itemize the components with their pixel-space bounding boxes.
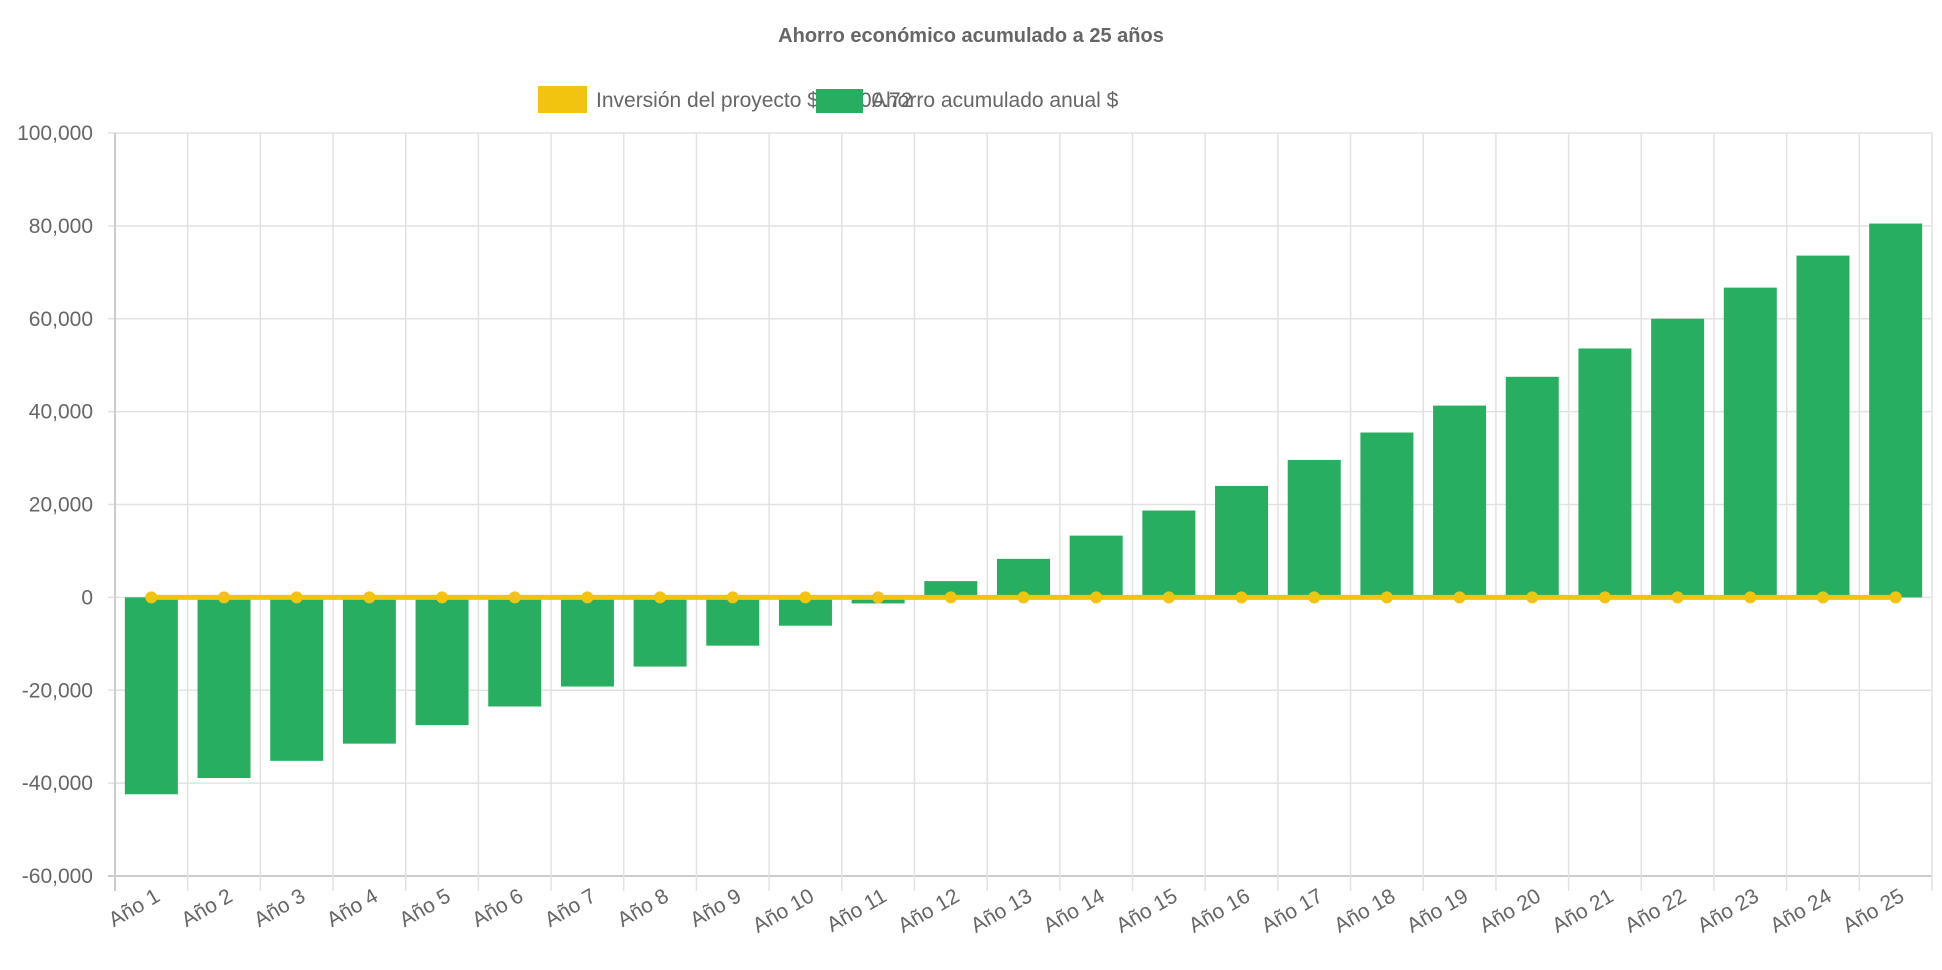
x-axis: Año 1 Año 2 Año 3 Año 4 Año 5 Año 6 Año 7 Año 8… [105, 884, 1908, 937]
bar-22[interactable] [1651, 318, 1705, 598]
investment-point-5[interactable] [436, 591, 449, 604]
investment-point-16[interactable] [1235, 591, 1248, 604]
bar-25[interactable] [1869, 223, 1923, 598]
bar-12[interactable] [924, 581, 978, 598]
x-tick-label: Año 9 [686, 884, 745, 931]
investment-point-9[interactable] [726, 591, 739, 604]
investment-point-1[interactable] [145, 591, 158, 604]
investment-point-24[interactable] [1816, 591, 1829, 604]
investment-point-3[interactable] [290, 591, 303, 604]
bar-1[interactable] [124, 597, 178, 795]
bar-14[interactable] [1069, 535, 1123, 598]
x-tick-label: Año 19 [1403, 884, 1472, 937]
bar-18[interactable] [1360, 432, 1414, 598]
investment-point-6[interactable] [508, 591, 521, 604]
x-tick-label: Año 1 [105, 884, 164, 931]
x-tick-label: Año 12 [894, 884, 963, 937]
legend-item-savings[interactable]: Ahorro acumulado anual $ [816, 89, 1119, 113]
x-tick-label: Año 11 [823, 884, 891, 936]
x-tick-label: Año 15 [1112, 884, 1181, 937]
x-tick-label: Año 17 [1258, 884, 1327, 937]
grid [108, 132, 1933, 891]
y-tick-label: 100,000 [17, 122, 93, 145]
bar-6[interactable] [488, 597, 542, 707]
x-tick-label: Año 2 [177, 884, 236, 931]
x-tick-label: Año 6 [468, 884, 527, 931]
investment-point-13[interactable] [1017, 591, 1030, 604]
bar-20[interactable] [1505, 376, 1559, 598]
x-tick-label: Año 14 [1040, 884, 1109, 937]
y-tick-label: -60,000 [22, 865, 93, 888]
investment-point-7[interactable] [581, 591, 594, 604]
investment-point-19[interactable] [1453, 591, 1466, 604]
bar-3[interactable] [270, 597, 324, 761]
x-tick-label: Año 16 [1185, 884, 1254, 937]
x-tick-label: Año 7 [541, 884, 600, 931]
chart-title: Ahorro económico acumulado a 25 años [778, 25, 1164, 47]
investment-point-8[interactable] [654, 591, 667, 604]
x-tick-label: Año 23 [1694, 884, 1763, 937]
x-tick-label: Año 18 [1330, 884, 1399, 937]
bar-17[interactable] [1287, 459, 1341, 598]
legend[interactable]: Inversión del proyecto $45,900.72 Ahorro… [538, 86, 1119, 113]
x-tick-label: Año 10 [749, 884, 818, 937]
investment-point-21[interactable] [1598, 591, 1611, 604]
bar-7[interactable] [560, 597, 614, 687]
x-tick-label: Año 13 [967, 884, 1036, 937]
bars [124, 223, 1923, 795]
x-tick-label: Año 20 [1476, 884, 1545, 937]
legend-swatch-savings [816, 89, 863, 113]
bar-15[interactable] [1142, 510, 1196, 598]
y-axis: -60,000 -40,000 -20,000 0 20,000 40,000 60,000… [17, 122, 93, 888]
bar-9[interactable] [706, 597, 760, 646]
bar-2[interactable] [197, 597, 251, 779]
y-tick-label: 0 [81, 586, 93, 609]
investment-point-23[interactable] [1744, 591, 1757, 604]
investment-point-4[interactable] [363, 591, 376, 604]
bar-16[interactable] [1215, 485, 1269, 598]
x-tick-label: Año 5 [396, 884, 455, 931]
investment-point-12[interactable] [944, 591, 957, 604]
bar-21[interactable] [1578, 348, 1632, 598]
bar-4[interactable] [342, 597, 396, 744]
investment-point-18[interactable] [1380, 591, 1393, 604]
investment-line [145, 591, 1902, 604]
bar-8[interactable] [633, 597, 687, 667]
bar-13[interactable] [997, 558, 1050, 598]
x-tick-label: Año 24 [1766, 884, 1835, 937]
legend-label-investment: Inversión del proyecto $45,900.72 [596, 89, 912, 112]
y-tick-label: -20,000 [22, 679, 93, 702]
bar-5[interactable] [415, 597, 469, 726]
investment-point-22[interactable] [1671, 591, 1684, 604]
legend-label-savings: Ahorro acumulado anual $ [872, 89, 1119, 112]
y-tick-label: 80,000 [29, 215, 93, 238]
investment-point-20[interactable] [1526, 591, 1539, 604]
x-tick-label: Año 4 [323, 884, 382, 932]
y-tick-label: 60,000 [29, 308, 93, 331]
y-tick-label: -40,000 [22, 772, 93, 795]
y-tick-label: 40,000 [29, 401, 93, 424]
bar-24[interactable] [1796, 255, 1850, 598]
investment-point-15[interactable] [1162, 591, 1175, 604]
investment-point-10[interactable] [799, 591, 812, 604]
legend-swatch-investment [538, 86, 587, 113]
bar-23[interactable] [1723, 287, 1777, 598]
investment-point-17[interactable] [1308, 591, 1321, 604]
x-tick-label: Año 22 [1621, 884, 1690, 937]
x-tick-label: Año 21 [1548, 884, 1617, 937]
bar-19[interactable] [1433, 405, 1487, 598]
y-tick-label: 20,000 [29, 494, 93, 517]
investment-point-14[interactable] [1090, 591, 1103, 604]
investment-point-2[interactable] [218, 591, 231, 604]
investment-point-11[interactable] [872, 591, 885, 604]
x-tick-label: Año 25 [1839, 884, 1908, 937]
investment-point-25[interactable] [1889, 591, 1902, 604]
x-tick-label: Año 3 [250, 884, 309, 931]
x-tick-label: Año 8 [614, 884, 673, 931]
